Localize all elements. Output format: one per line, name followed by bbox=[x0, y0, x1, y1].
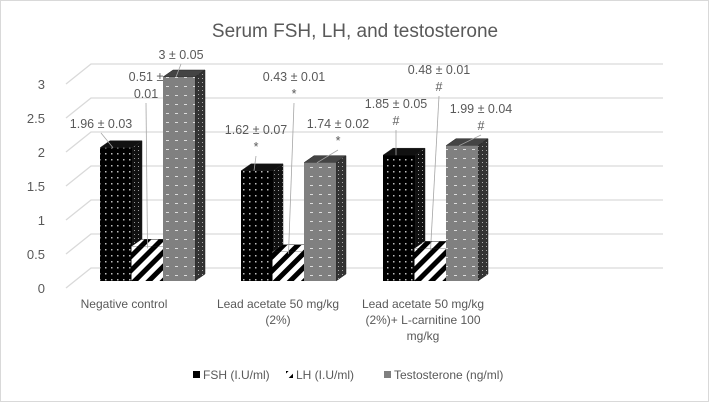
gridline bbox=[65, 131, 663, 153]
bar-testosterone bbox=[445, 138, 489, 282]
bar-front bbox=[100, 147, 132, 281]
data-label: 1.62 ± 0.07 bbox=[225, 123, 288, 137]
data-label: 0.48 ± 0.01 bbox=[408, 63, 471, 77]
bar-side bbox=[194, 69, 206, 282]
gridline bbox=[65, 97, 663, 119]
bar-side bbox=[477, 138, 489, 282]
data-label: # bbox=[393, 114, 400, 128]
data-label: 3 ± 0.05 bbox=[158, 48, 203, 62]
y-tick-label: 0 bbox=[38, 281, 45, 296]
x-tick-label: Negative control bbox=[81, 297, 168, 311]
legend-entry: LH (I.U/ml) bbox=[296, 368, 354, 382]
data-label: # bbox=[478, 119, 485, 133]
bar-front bbox=[446, 145, 478, 281]
legend-swatch bbox=[286, 371, 293, 378]
gridline bbox=[65, 199, 663, 221]
y-tick-label: 1.5 bbox=[27, 179, 45, 194]
legend-swatch bbox=[384, 371, 391, 378]
data-label: # bbox=[436, 80, 443, 94]
bar-front bbox=[163, 77, 195, 281]
gridline bbox=[65, 63, 663, 85]
bar-front bbox=[304, 162, 336, 281]
y-tick-label: 1 bbox=[38, 213, 45, 228]
data-label: * bbox=[254, 140, 259, 154]
data-label: 1.74 ± 0.02 bbox=[307, 117, 370, 131]
data-label: * bbox=[336, 134, 341, 148]
x-tick-label: Lead acetate 50 mg/kg bbox=[362, 297, 484, 311]
data-label: 0.01 bbox=[134, 87, 158, 101]
leader-line bbox=[253, 155, 257, 171]
legend-swatch bbox=[193, 371, 200, 378]
legend-entry: Testosterone (ng/ml) bbox=[394, 368, 503, 382]
x-tick-label: (2%)+ L-carnitine 100 bbox=[365, 313, 480, 327]
bar-front bbox=[383, 155, 415, 281]
y-tick-label: 2 bbox=[38, 145, 45, 160]
data-label: 0.43 ± 0.01 bbox=[263, 70, 326, 84]
leader-line bbox=[316, 149, 339, 164]
data-label: 1.99 ± 0.04 bbox=[450, 102, 513, 116]
leader-line bbox=[458, 134, 482, 147]
bar-testosterone bbox=[162, 69, 206, 282]
x-tick-label: (2%) bbox=[265, 313, 290, 327]
y-tick-label: 3 bbox=[38, 77, 45, 92]
leader-line bbox=[288, 102, 295, 254]
bar-front bbox=[131, 246, 164, 281]
bar-front bbox=[241, 170, 273, 281]
leader-line bbox=[430, 95, 440, 251]
bar-testosterone bbox=[303, 155, 347, 282]
bar-side bbox=[335, 155, 347, 282]
leader-line bbox=[100, 132, 114, 148]
x-tick-label: mg/kg bbox=[407, 329, 440, 343]
leader-line bbox=[175, 63, 182, 78]
data-label: 1.85 ± 0.05 bbox=[365, 97, 428, 111]
gridline bbox=[65, 165, 663, 187]
data-label: 1.96 ± 0.03 bbox=[70, 117, 133, 131]
bar-front bbox=[414, 248, 447, 281]
data-label: * bbox=[292, 87, 297, 101]
y-tick-label: 0.5 bbox=[27, 247, 45, 262]
chart-title: Serum FSH, LH, and testosterone bbox=[212, 21, 498, 42]
y-tick-label: 2.5 bbox=[27, 111, 45, 126]
data-label: 0.51 ± bbox=[129, 70, 164, 84]
x-tick-label: Lead acetate 50 mg/kg bbox=[217, 297, 339, 311]
legend-entry: FSH (I.U/ml) bbox=[203, 368, 270, 382]
bar-front bbox=[272, 251, 305, 281]
leader-line bbox=[145, 102, 148, 249]
